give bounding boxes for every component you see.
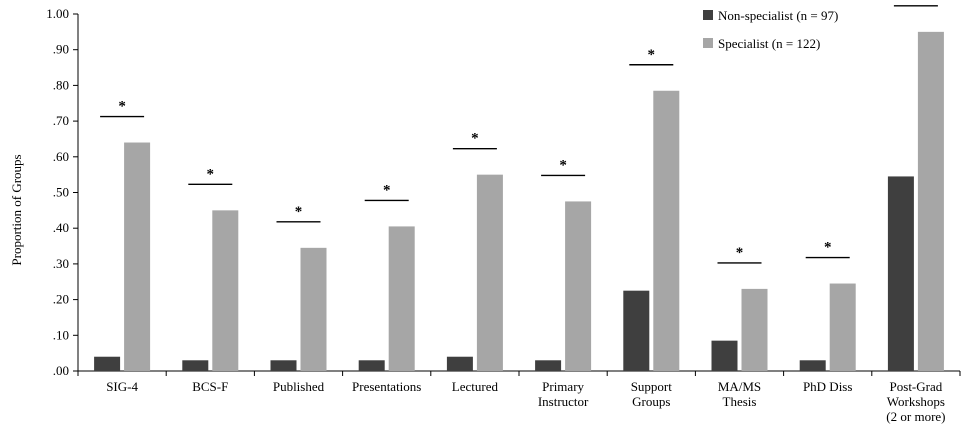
significance-star: *: [383, 182, 391, 198]
x-tick-label: Published: [273, 379, 325, 394]
y-tick-label: .40: [53, 220, 69, 235]
bar-specialist: [565, 201, 592, 371]
x-tick-label: Lectured: [452, 379, 499, 394]
x-tick-label: Primary Instructor: [538, 379, 589, 409]
significance-star: *: [559, 157, 567, 173]
significance-star: *: [471, 131, 479, 147]
y-tick-label: .60: [53, 149, 69, 164]
y-tick-label: .50: [53, 185, 69, 200]
significance-star: *: [648, 47, 656, 63]
y-tick-label: .80: [53, 77, 69, 92]
bar-specialist: [741, 288, 768, 371]
bar-non-specialist: [446, 356, 473, 371]
significance-star: *: [118, 99, 126, 115]
bar-specialist: [476, 174, 503, 371]
y-tick-label: .10: [53, 327, 69, 342]
bar-non-specialist: [887, 176, 914, 371]
bar-specialist: [124, 142, 151, 371]
bar-specialist: [212, 210, 239, 371]
x-tick-label: BCS-F: [192, 379, 228, 394]
bar-non-specialist: [799, 360, 826, 371]
y-axis-label: Proportion of Groups: [9, 154, 24, 265]
significance-star: *: [736, 245, 744, 261]
legend-swatch-specialist: [703, 38, 713, 48]
bar-specialist: [829, 283, 856, 371]
x-tick-label: Post-Grad Workshops (2 or more): [886, 379, 945, 424]
bar-non-specialist: [623, 290, 650, 371]
x-tick-label: MA/MS Thesis: [718, 379, 761, 409]
legend-label-specialist: Specialist (n = 122): [718, 36, 820, 51]
significance-star: *: [207, 166, 215, 182]
bar-specialist: [300, 247, 327, 371]
significance-markers: * * * * * * * * * *: [100, 0, 938, 264]
x-tick-label: PhD Diss: [803, 379, 853, 394]
bar-non-specialist: [94, 356, 121, 371]
bar-non-specialist: [270, 360, 297, 371]
bars: [94, 31, 944, 371]
y-tick-label: .00: [53, 363, 69, 378]
x-tick-label: SIG-4: [106, 379, 138, 394]
y-tick-label: 1.00: [46, 6, 69, 21]
bar-non-specialist: [182, 360, 209, 371]
y-tick-label: .70: [53, 113, 69, 128]
bar-non-specialist: [535, 360, 562, 371]
x-axis: SIG-4 BCS-F Published Presentations Lectured…: [77, 370, 961, 424]
y-axis: .00 .10 .20 .30 .40 .50 .60 .70 .80 .90 1.00: [46, 6, 79, 378]
x-tick-label: Support Groups: [631, 379, 673, 409]
bar-non-specialist: [358, 360, 385, 371]
significance-star: *: [912, 0, 920, 4]
legend-swatch-non-specialist: [703, 10, 713, 20]
significance-star: *: [295, 204, 303, 220]
x-tick-label: Presentations: [352, 379, 421, 394]
y-tick-label: .30: [53, 256, 69, 271]
bar-specialist: [653, 90, 680, 371]
legend: Non-specialist (n = 97) Specialist (n = 1…: [703, 8, 838, 51]
significance-star: *: [824, 240, 832, 256]
legend-label-non-specialist: Non-specialist (n = 97): [718, 8, 838, 23]
bar-specialist: [388, 226, 415, 371]
bar-non-specialist: [711, 340, 738, 371]
y-tick-label: .20: [53, 292, 69, 307]
y-tick-label: .90: [53, 42, 69, 57]
bar-specialist: [917, 31, 944, 371]
